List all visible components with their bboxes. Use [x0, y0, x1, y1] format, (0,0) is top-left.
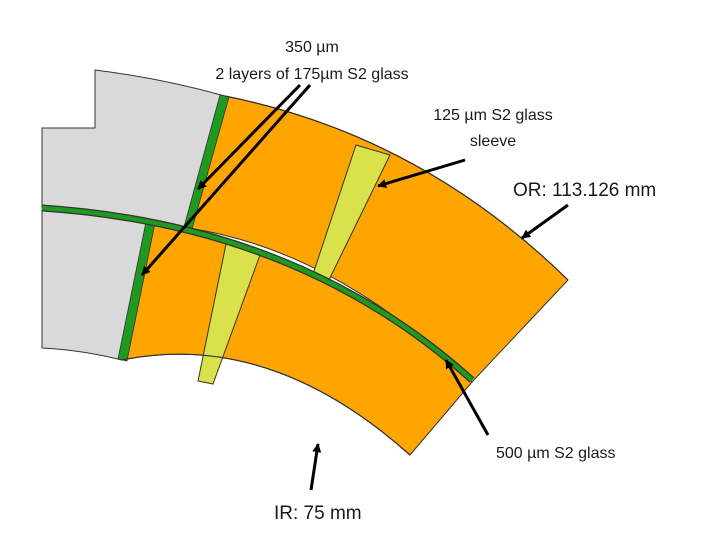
label-insulation-layers: 2 layers of 175µm S2 glass	[215, 66, 408, 83]
arrow-inner-radius	[309, 443, 322, 491]
inner-radius-edge	[121, 353, 411, 456]
label-inner-radius: IR: 75 mm	[274, 503, 362, 524]
arrow-sleeve	[377, 158, 466, 188]
label-sleeve: sleeve	[470, 133, 516, 150]
arrow-insulation-inner	[140, 84, 312, 276]
arrow-outer-radius	[521, 203, 569, 240]
arrow-midplane	[444, 359, 490, 436]
label-sleeve-thickness: 125 µm S2 glass	[433, 107, 553, 124]
interlayer-insulation-fill	[41, 205, 474, 382]
label-midplane-glass: 500 µm S2 glass	[496, 445, 616, 462]
label-outer-radius: OR: 113.126 mm	[513, 180, 656, 201]
label-insulation-thickness: 350 µm	[285, 39, 339, 56]
arrow-insulation-outer	[196, 83, 302, 191]
